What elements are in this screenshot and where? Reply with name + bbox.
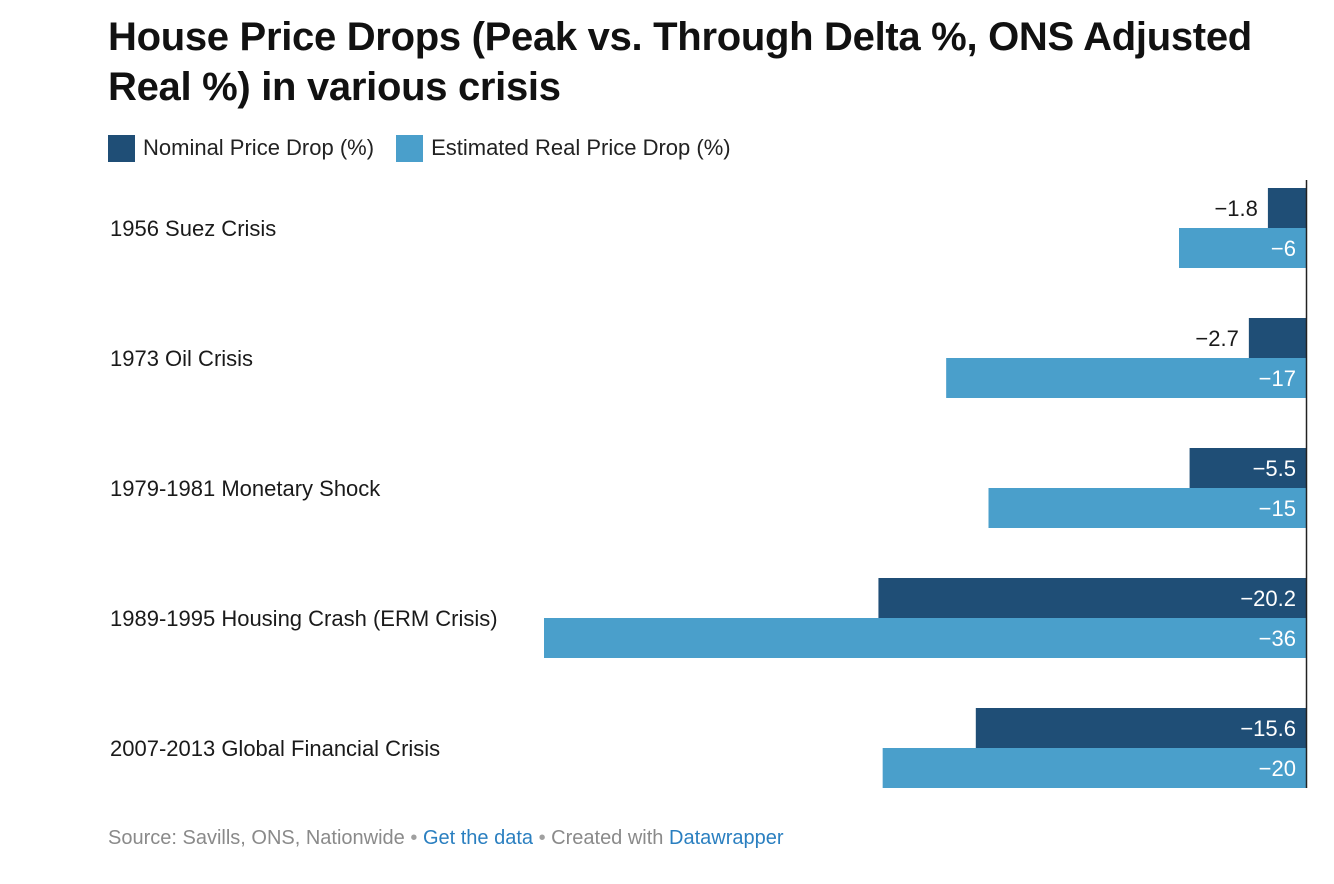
footer-separator: • <box>538 827 546 849</box>
value-label-nominal: −2.7 <box>1195 326 1238 351</box>
chart-title: House Price Drops (Peak vs. Through Delt… <box>108 15 1252 109</box>
bar-nominal <box>878 578 1306 618</box>
bar-nominal <box>975 708 1306 748</box>
legend-item-nominal: Nominal Price Drop (%) <box>108 134 375 162</box>
value-label-nominal: −20.2 <box>1240 586 1296 611</box>
value-label-real: −20 <box>1259 756 1296 781</box>
bar-nominal <box>1267 188 1306 228</box>
datawrapper-link[interactable]: Datawrapper <box>669 827 784 849</box>
value-label-real: −15 <box>1259 496 1296 521</box>
value-label-real: −17 <box>1259 366 1296 391</box>
category-label: 2007-2013 Global Financial Crisis <box>110 736 440 761</box>
value-label-real: −6 <box>1271 236 1296 261</box>
created-with-text: Created with <box>551 827 664 849</box>
bar-real <box>946 358 1306 398</box>
legend-label-real: Estimated Real Price Drop (%) <box>431 135 731 160</box>
legend-label-nominal: Nominal Price Drop (%) <box>143 135 375 160</box>
footer: Source: Savills, ONS, Nationwide • Get t… <box>108 827 784 850</box>
category-label: 1989-1995 Housing Crash (ERM Crisis) <box>110 606 498 631</box>
legend-swatch-real <box>396 134 424 162</box>
bar-real <box>882 748 1306 788</box>
value-label-nominal: −5.5 <box>1253 456 1296 481</box>
category-label: 1979-1981 Monetary Shock <box>110 476 381 501</box>
legend-swatch-nominal <box>108 134 135 162</box>
value-label-nominal: −15.6 <box>1240 716 1296 741</box>
legend: Nominal Price Drop (%) Estimated Real Pr… <box>108 133 753 163</box>
bar-nominal <box>1248 318 1306 358</box>
value-label-nominal: −1.8 <box>1214 196 1257 221</box>
category-label: 1956 Suez Crisis <box>110 216 276 241</box>
footer-separator: • <box>410 827 418 849</box>
source-text: Source: Savills, ONS, Nationwide <box>108 827 405 849</box>
legend-item-real: Estimated Real Price Drop (%) <box>396 134 731 162</box>
bar-chart: 1956 Suez Crisis −1.8 −6 1973 Oil Crisis −2.… <box>110 180 1308 788</box>
value-label-real: −36 <box>1259 626 1296 651</box>
category-label: 1973 Oil Crisis <box>110 346 253 371</box>
get-the-data-link[interactable]: Get the data <box>422 827 534 849</box>
bar-real <box>988 488 1306 528</box>
bar-nominal <box>1189 448 1306 488</box>
bar-real <box>544 618 1306 658</box>
bar-real <box>1179 228 1306 268</box>
